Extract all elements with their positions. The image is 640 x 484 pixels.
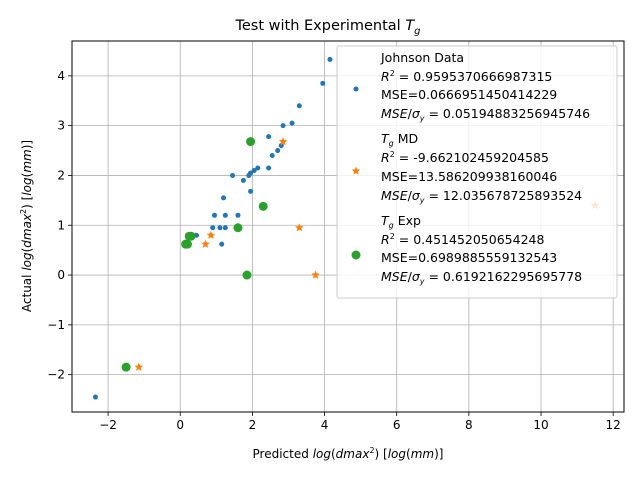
johnson-data-point <box>275 148 281 154</box>
x-tick-label: 12 <box>606 418 621 432</box>
legend-label-tg-exp: Tg Exp <box>381 213 421 230</box>
legend-stat-r2-tgmd: R2 = -9.662102459204585 <box>381 150 549 165</box>
y-tick-label: −2 <box>47 368 65 382</box>
johnson-data-point <box>269 153 275 159</box>
johnson-data-point <box>266 165 272 171</box>
y-tick-label: 4 <box>57 69 65 83</box>
t-g-exp-point <box>242 270 252 280</box>
johnson-data-point <box>266 134 272 140</box>
t-g-exp-point <box>186 231 196 241</box>
johnson-data-point <box>289 120 295 126</box>
legend-box <box>336 45 618 299</box>
legend-stat-msesigma-tgexp: MSE/σy = 0.6192162295695778 <box>381 269 582 286</box>
data-points <box>92 56 600 400</box>
t-g-exp-point <box>258 201 268 211</box>
johnson-data-point <box>235 212 241 218</box>
johnson-data-point <box>255 165 261 171</box>
t-g-md-point <box>206 230 216 239</box>
johnson-data-point <box>221 195 227 201</box>
legend-label-tg-md: Tg MD <box>381 131 418 148</box>
legend: Johnson Data R2 = 0.9595370666987315 MSE… <box>336 45 618 299</box>
t-g-md-point <box>201 239 210 248</box>
johnson-data-point <box>327 56 333 62</box>
johnson-data-point <box>212 212 218 218</box>
johnson-data-point <box>296 103 302 109</box>
johnson-data-point <box>210 225 216 231</box>
x-tick-label: 10 <box>533 418 548 432</box>
johnson-data-point <box>219 241 225 247</box>
legend-stat-msesigma-tgmd: MSE/σy = 12.035678725893524 <box>381 188 582 205</box>
legend-stat-mse-tgexp: MSE=0.6989885559132543 <box>381 250 557 265</box>
johnson-data-point <box>92 394 98 400</box>
x-tick-label: 6 <box>393 418 401 432</box>
legend-marker-tg-exp <box>351 250 361 260</box>
y-axis-ticks: −2 −1 0 1 2 3 4 <box>47 69 72 382</box>
t-g-exp-point <box>121 362 131 372</box>
y-axis-label: Actual log(dmax2) [log(mm)] <box>19 140 34 312</box>
x-axis-ticks: −2 0 2 4 6 8 10 12 <box>99 412 621 432</box>
johnson-data-point <box>280 123 286 129</box>
y-tick-label: 0 <box>57 268 65 282</box>
johnson-data-point <box>222 225 228 231</box>
johnson-data-point <box>278 143 284 149</box>
x-tick-label: 4 <box>321 418 329 432</box>
legend-stat-r2-johnson: R2 = 0.9595370666987315 <box>381 69 552 84</box>
t-g-md-point <box>311 270 320 279</box>
legend-marker-tg-md <box>351 166 361 175</box>
legend-stat-mse-tgmd: MSE=13.586209938160046 <box>381 169 557 184</box>
legend-label-johnson-data: Johnson Data <box>380 50 464 65</box>
legend-stat-msesigma-johnson: MSE/σy = 0.05194883256945746 <box>381 106 590 123</box>
x-tick-label: 8 <box>465 418 473 432</box>
legend-stat-r2-tgexp: R2 = 0.451452050654248 <box>381 232 544 247</box>
johnson-data-point <box>248 188 254 194</box>
y-tick-label: −1 <box>47 318 65 332</box>
t-g-md-point <box>278 137 288 146</box>
t-g-md-point <box>134 362 144 371</box>
legend-marker-johnson-data <box>353 86 359 92</box>
t-g-md-point <box>295 223 304 232</box>
johnson-data-point <box>217 225 223 231</box>
y-tick-label: 3 <box>57 119 65 133</box>
t-g-exp-point <box>233 223 243 233</box>
y-tick-label: 2 <box>57 168 65 182</box>
plot-frame <box>71 40 625 413</box>
johnson-data-point <box>320 80 326 86</box>
t-g-exp-point <box>246 137 256 147</box>
t-g-exp-point <box>182 239 192 249</box>
johnson-data-point <box>240 177 246 183</box>
x-tick-label: 2 <box>249 418 257 432</box>
johnson-data-point <box>248 170 254 176</box>
johnson-data-point <box>251 167 257 173</box>
x-tick-label: −2 <box>99 418 117 432</box>
chart-title: Test with Experimental Tg <box>234 18 420 37</box>
x-tick-label: 0 <box>176 418 184 432</box>
johnson-data-point <box>222 212 228 218</box>
y-tick-label: 1 <box>57 218 65 232</box>
johnson-data-point <box>230 172 236 178</box>
legend-stat-mse-johnson: MSE=0.0666951450414229 <box>381 87 557 102</box>
x-axis-label: Predicted log(dmax2) [log(mm)] <box>253 446 444 461</box>
